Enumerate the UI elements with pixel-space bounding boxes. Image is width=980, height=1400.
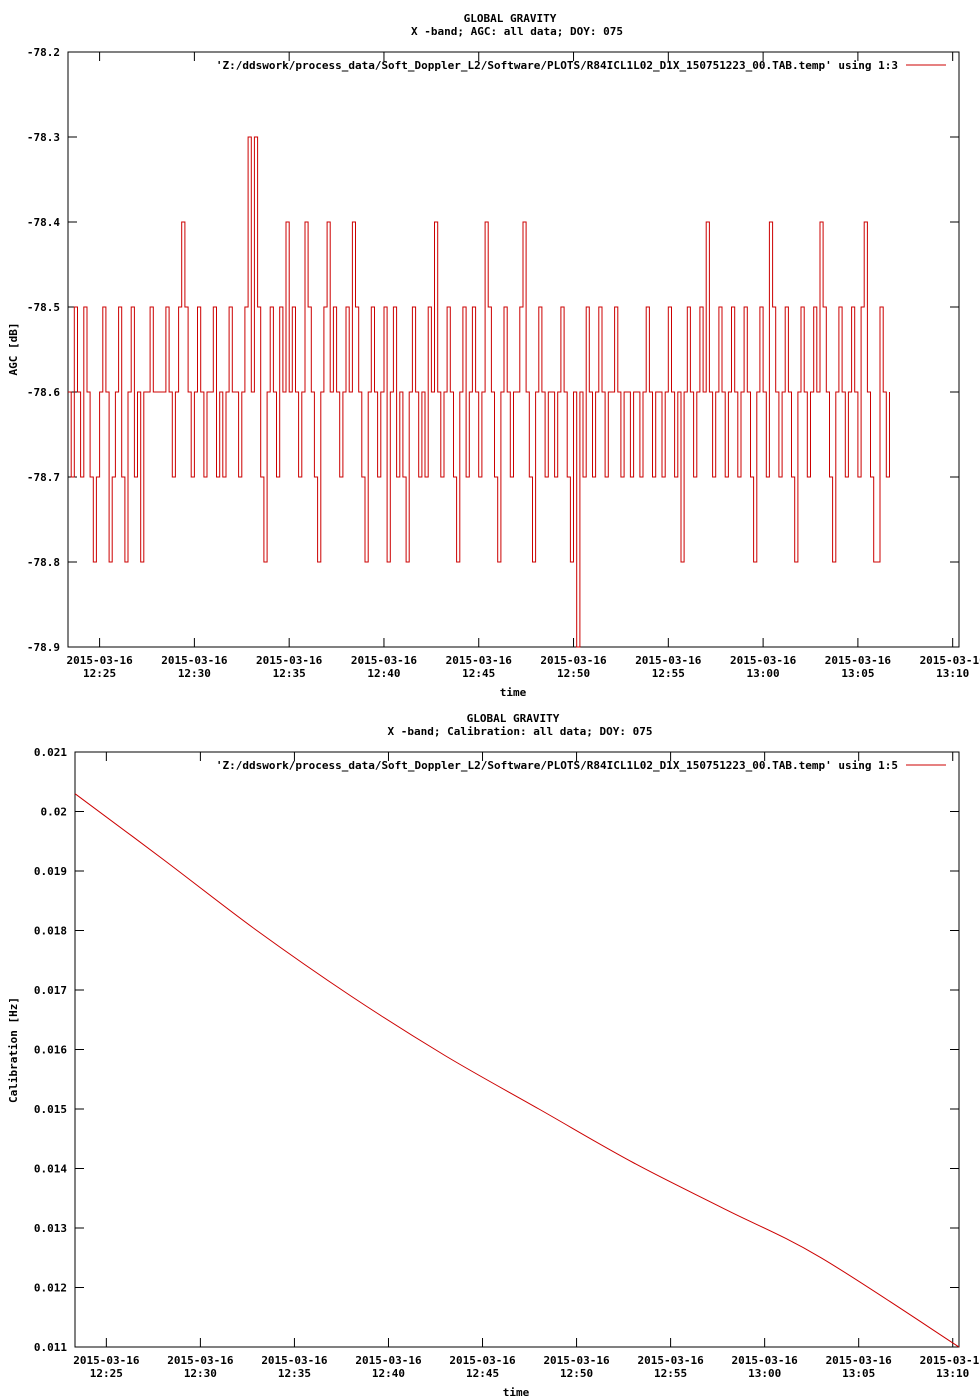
x-tick-date: 2015-03-16: [355, 1354, 422, 1367]
x-tick-time: 12:30: [178, 667, 211, 680]
x-tick-time: 13:05: [842, 1367, 875, 1380]
x-tick-time: 12:35: [273, 667, 306, 680]
x-tick-date: 2015-03-16: [261, 1354, 328, 1367]
y-ticks: -78.2 -78.3 -78.4 -78.5 -78.6 -78.7 -78.8 -78.9: [27, 46, 959, 654]
y-tick-label: 0.011: [34, 1341, 67, 1354]
y-tick-label: -78.6: [27, 386, 60, 399]
x-axis-label: time: [503, 1386, 530, 1399]
plot-frame: [74, 751, 960, 1348]
x-tick-time: 13:00: [748, 1367, 781, 1380]
x-tick-date: 2015-03-16: [826, 1354, 893, 1367]
y-tick-label: 0.016: [34, 1044, 67, 1057]
y-tick-label: 0.015: [34, 1103, 67, 1116]
x-tick-date: 2015-03-16: [66, 654, 133, 667]
x-tick-date: 2015-03-16: [167, 1354, 234, 1367]
y-tick-label: 0.021: [34, 746, 67, 759]
x-tick-time: 12:45: [462, 667, 495, 680]
y-tick-label: -78.7: [27, 471, 60, 484]
x-tick-date: 2015-03-16: [351, 654, 418, 667]
y-tick-label: 0.018: [34, 925, 67, 938]
x-tick-time: 12:50: [557, 667, 590, 680]
x-tick-date: 2015-03-16: [256, 654, 323, 667]
x-tick-date: 2015-03-16: [920, 1354, 980, 1367]
y-tick-label: -78.2: [27, 46, 60, 59]
y-tick-label: 0.019: [34, 865, 67, 878]
plot-frame: [67, 51, 960, 648]
x-tick-time: 13:00: [747, 667, 780, 680]
x-tick-time: 13:10: [936, 667, 969, 680]
y-tick-label: -78.5: [27, 301, 60, 314]
x-tick-time: 12:50: [560, 1367, 593, 1380]
y-tick-label: 0.017: [34, 984, 67, 997]
legend-label: 'Z:/ddswork/process_data/Soft_Doppler_L2…: [216, 759, 898, 772]
y-tick-label: 0.02: [41, 806, 68, 819]
x-tick-time: 12:25: [83, 667, 116, 680]
y-tick-label: -78.9: [27, 641, 60, 654]
x-tick-date: 2015-03-16: [635, 654, 702, 667]
x-axis-label: time: [500, 686, 527, 699]
x-tick-time: 12:40: [372, 1367, 405, 1380]
chart-title: GLOBAL GRAVITY: [467, 712, 560, 725]
x-tick-time: 12:25: [90, 1367, 123, 1380]
x-tick-date: 2015-03-16: [730, 654, 797, 667]
x-tick-time: 12:55: [654, 1367, 687, 1380]
chart-title: GLOBAL GRAVITY: [464, 12, 557, 25]
agc-series-line: [68, 136, 890, 648]
y-ticks: 0.021 0.02 0.019 0.018 0.017 0.016 0.015 0.014 0…: [34, 746, 959, 1354]
y-tick-label: 0.013: [34, 1222, 67, 1235]
x-tick-date: 2015-03-16: [825, 654, 892, 667]
x-ticks: 2015-03-1612:252015-03-1612:302015-03-16…: [66, 52, 980, 680]
y-tick-label: -78.3: [27, 131, 60, 144]
y-axis-label: Calibration [Hz]: [7, 997, 20, 1103]
calibration-chart: GLOBAL GRAVITY X -band; Calibration: all…: [7, 712, 980, 1399]
chart-subtitle: X -band; Calibration: all data; DOY: 075: [388, 725, 653, 738]
legend-label: 'Z:/ddswork/process_data/Soft_Doppler_L2…: [216, 59, 898, 72]
y-tick-label: 0.012: [34, 1282, 67, 1295]
x-tick-date: 2015-03-16: [73, 1354, 140, 1367]
y-tick-label: -78.4: [27, 216, 60, 229]
calibration-series-line: [74, 793, 960, 1348]
y-tick-label: 0.014: [34, 1163, 67, 1176]
agc-chart: GLOBAL GRAVITY X -band; AGC: all data; D…: [7, 12, 980, 699]
x-tick-time: 13:10: [936, 1367, 969, 1380]
x-tick-time: 12:40: [367, 667, 400, 680]
x-tick-date: 2015-03-16: [540, 654, 607, 667]
x-tick-date: 2015-03-16: [161, 654, 228, 667]
x-tick-time: 12:30: [184, 1367, 217, 1380]
x-tick-time: 12:45: [466, 1367, 499, 1380]
x-tick-date: 2015-03-16: [920, 654, 980, 667]
x-ticks: 2015-03-1612:252015-03-1612:302015-03-16…: [73, 752, 980, 1380]
x-tick-time: 13:05: [841, 667, 874, 680]
x-tick-time: 12:55: [652, 667, 685, 680]
x-tick-date: 2015-03-16: [446, 654, 513, 667]
y-tick-label: -78.8: [27, 556, 60, 569]
y-axis-label: AGC [dB]: [7, 323, 20, 376]
x-tick-date: 2015-03-16: [543, 1354, 610, 1367]
chart-subtitle: X -band; AGC: all data; DOY: 075: [411, 25, 623, 38]
x-tick-date: 2015-03-16: [732, 1354, 799, 1367]
x-tick-date: 2015-03-16: [637, 1354, 704, 1367]
x-tick-time: 12:35: [278, 1367, 311, 1380]
x-tick-date: 2015-03-16: [449, 1354, 516, 1367]
